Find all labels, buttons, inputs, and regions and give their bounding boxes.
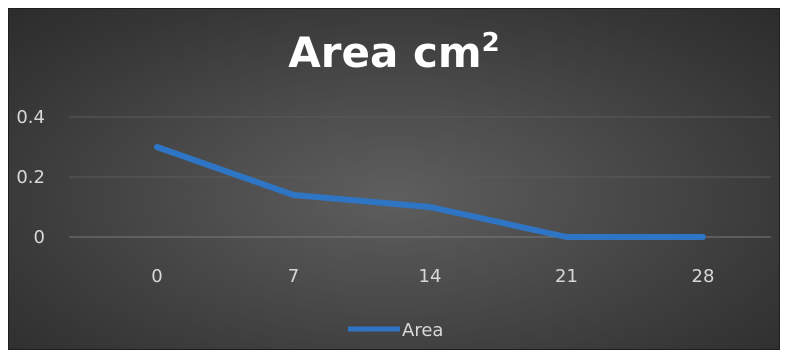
data-point	[155, 145, 159, 149]
line-chart: Area cm2 0 0.2 0.4 0 7 14 21 28 Area	[16, 28, 771, 341]
x-tick-label: 21	[555, 266, 578, 287]
y-tick-label: 0	[34, 227, 45, 248]
data-point	[565, 235, 568, 239]
y-tick-label: 0.2	[16, 167, 45, 188]
legend-label-area: Area	[402, 320, 443, 341]
chart-title-main: Area cm	[288, 28, 481, 77]
y-tick-label: 0.4	[16, 107, 45, 128]
data-point	[292, 193, 295, 197]
series-layer	[154, 144, 706, 240]
y-axis-tick-labels: 0 0.2 0.4	[16, 107, 45, 248]
series-line-area	[154, 144, 706, 240]
x-tick-label: 7	[288, 266, 299, 287]
data-point	[701, 235, 705, 239]
legend: Area	[348, 320, 443, 341]
chart-title: Area cm2	[288, 28, 499, 77]
x-axis-tick-labels: 0 7 14 21 28	[151, 266, 714, 287]
chart-title-superscript: 2	[482, 28, 500, 58]
gridlines	[69, 116, 771, 238]
x-tick-label: 0	[151, 266, 162, 287]
x-tick-label: 14	[419, 266, 442, 287]
data-point	[428, 205, 432, 209]
x-tick-label: 28	[692, 266, 715, 287]
chart-frame: Area cm2 0 0.2 0.4 0 7 14 21 28 Area	[8, 8, 780, 350]
